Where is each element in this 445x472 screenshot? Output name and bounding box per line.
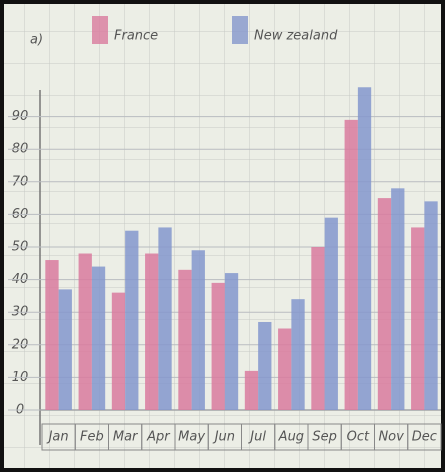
bar (258, 321, 272, 410)
x-tick-label: Nov (378, 430, 404, 445)
bar (224, 273, 239, 410)
legend-label: New zealand (254, 29, 338, 44)
x-tick-label: Apr (146, 430, 171, 445)
bar (125, 230, 139, 410)
bar (58, 289, 72, 410)
x-tick-label: Mar (113, 430, 139, 445)
x-tick-label: Aug (278, 430, 304, 445)
bar (344, 119, 358, 411)
bar (191, 250, 205, 410)
bar (111, 292, 126, 410)
chart-title: a) (30, 33, 43, 48)
bar (78, 253, 92, 410)
bar (411, 227, 425, 410)
bar (278, 328, 292, 410)
category-box (407, 423, 442, 451)
x-tick-label: Feb (80, 430, 104, 445)
legend-swatch (232, 16, 248, 44)
legend-label: France (114, 29, 158, 44)
bar (324, 217, 338, 410)
bar (357, 87, 372, 410)
legend-swatch (92, 16, 108, 44)
bar (45, 260, 59, 410)
bar (91, 266, 106, 410)
bar (311, 247, 325, 410)
bar (377, 198, 392, 410)
bar (391, 188, 405, 410)
x-tick-label: May (178, 430, 205, 445)
bar (211, 282, 225, 410)
bar (145, 253, 159, 410)
bar (244, 370, 259, 410)
bar (291, 299, 305, 410)
x-tick-label: Jul (247, 430, 266, 445)
x-tick-label: Jan (46, 430, 69, 445)
bar (158, 227, 172, 410)
x-tick-label: Jun (212, 430, 235, 445)
x-tick-label: Oct (347, 430, 370, 445)
x-tick-label: Dec (412, 430, 437, 445)
bar (424, 201, 438, 410)
x-tick-label: Sep (312, 430, 337, 445)
bar (178, 269, 192, 410)
